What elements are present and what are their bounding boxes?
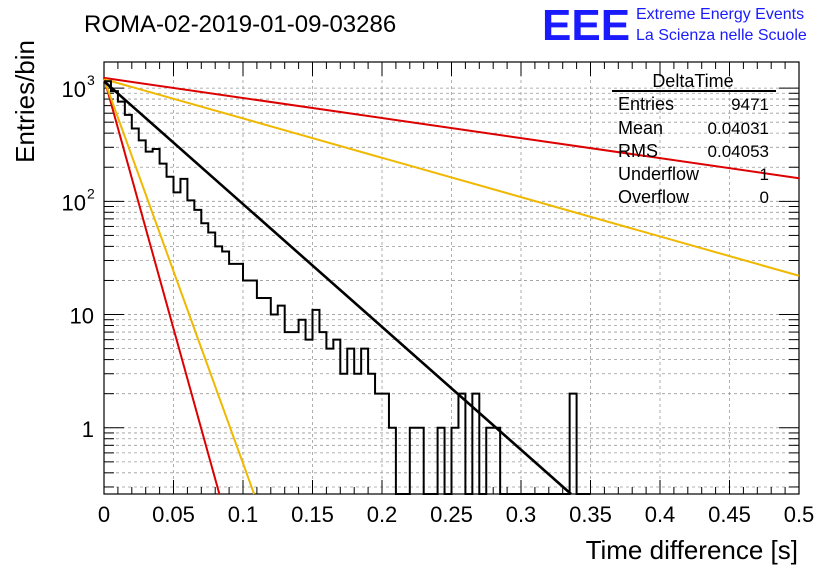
y-tick-exponent: 2 (87, 185, 95, 201)
stats-label-entries: Entries (618, 94, 674, 114)
x-tick-label: 0 (98, 502, 110, 527)
y-tick-exponent: 3 (87, 72, 95, 88)
x-tick-label: 0.25 (430, 502, 473, 527)
stats-title: DeltaTime (652, 71, 733, 91)
stats-value-entries: 9471 (731, 95, 769, 114)
stats-value-mean: 0.04031 (708, 119, 769, 138)
stats-value-rms: 0.04053 (708, 142, 769, 161)
y-axis-title: Entries/bin (10, 40, 40, 163)
reference-lines (103, 76, 800, 495)
orange-reference-line (103, 78, 800, 277)
stats-value-underflow: 1 (760, 165, 769, 184)
x-tick-label: 0.3 (506, 502, 537, 527)
y-tick-label: 10 (62, 190, 86, 215)
y-tick-label: 1 (82, 417, 94, 442)
y-tick-label: 10 (70, 304, 94, 329)
x-tick-label: 0.4 (645, 502, 676, 527)
orange-reference-line (103, 78, 256, 495)
logo-tagline-2: La Scienza nelle Scuole (636, 27, 807, 44)
histogram-layer (104, 80, 591, 495)
stats-label-mean: Mean (618, 118, 663, 138)
x-tick-label: 0.05 (152, 502, 195, 527)
x-tick-label: 0.15 (291, 502, 334, 527)
logo-tagline-1: Extreme Energy Events (636, 6, 804, 23)
x-tick-label: 0.2 (367, 502, 398, 527)
stats-label-rms: RMS (618, 141, 658, 161)
stats-label-overflow: Overflow (618, 187, 690, 207)
red-reference-line (103, 77, 221, 495)
histogram-steps (104, 80, 591, 495)
x-tick-label: 0.1 (228, 502, 259, 527)
x-tick-label: 0.35 (569, 502, 612, 527)
stats-label-underflow: Underflow (618, 164, 700, 184)
stats-box: DeltaTime Entries 9471 Mean 0.04031 RMS … (612, 71, 776, 207)
stats-value-overflow: 0 (760, 188, 769, 207)
run-title: ROMA-02-2019-01-09-03286 (84, 11, 396, 38)
x-tick-label: 0.45 (708, 502, 751, 527)
exponential-fit-line (103, 80, 572, 495)
red-reference-line (103, 76, 800, 180)
grid-lines (104, 62, 799, 494)
x-tick-labels: 0 0.05 0.1 0.15 0.2 0.25 0.3 0.35 0.4 0.45 0.5 (98, 502, 814, 527)
x-tick-label: 0.5 (784, 502, 815, 527)
x-axis-title: Time difference [s] (586, 535, 798, 565)
fit-layer (103, 80, 572, 495)
eee-logo: EEE (542, 1, 630, 50)
y-tick-label: 10 (62, 77, 86, 102)
axis-ticks (103, 62, 800, 494)
